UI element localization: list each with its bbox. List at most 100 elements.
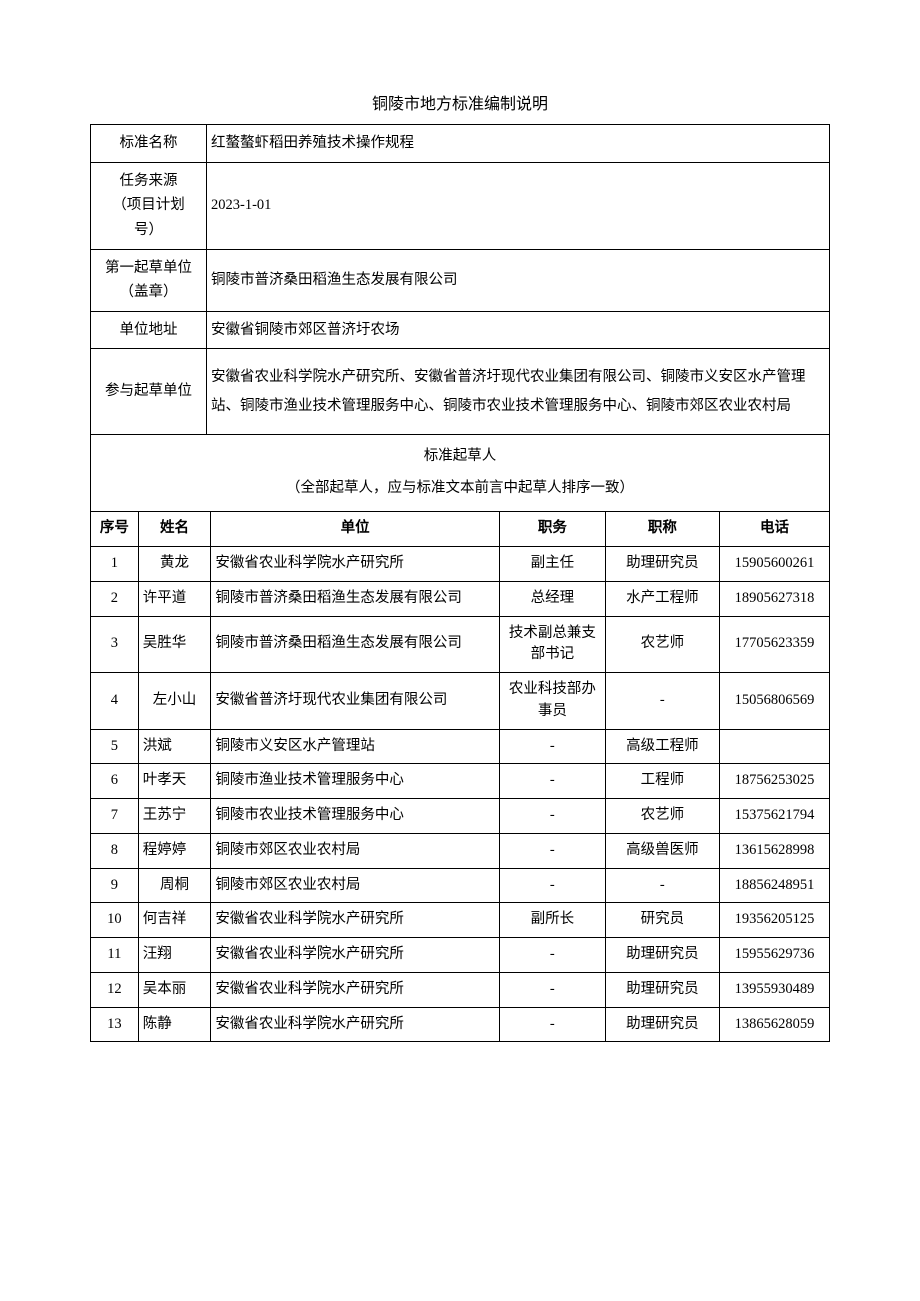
row-co-drafter: 参与起草单位 安徽省农业科学院水产研究所、安徽省普济圩现代农业集团有限公司、铜陵…: [91, 349, 830, 435]
label-first-drafter-l1: 第一起草单位: [95, 256, 202, 281]
cell-title: 农艺师: [605, 616, 719, 673]
row-standard-name: 标准名称 红螯螯虾稻田养殖技术操作规程: [91, 125, 830, 163]
cell-org: 安徽省农业科学院水产研究所: [211, 903, 500, 938]
table-row: 7王苏宁铜陵市农业技术管理服务中心-农艺师15375621794: [91, 799, 830, 834]
cell-title: -: [605, 868, 719, 903]
cell-name: 何吉祥: [138, 903, 211, 938]
cell-seq: 3: [91, 616, 139, 673]
cell-duty: 农业科技部办事员: [499, 673, 605, 730]
cell-duty: -: [499, 729, 605, 764]
cell-org: 安徽省普济圩现代农业集团有限公司: [211, 673, 500, 730]
cell-org: 铜陵市农业技术管理服务中心: [211, 799, 500, 834]
cell-title: 研究员: [605, 903, 719, 938]
label-task-source-l2: （项目计划: [95, 193, 202, 218]
cell-name: 吴本丽: [138, 972, 211, 1007]
label-standard-name: 标准名称: [91, 125, 207, 163]
value-first-drafter: 铜陵市普济桑田稻渔生态发展有限公司: [207, 249, 830, 311]
people-body: 1黄龙安徽省农业科学院水产研究所副主任助理研究员159056002612许平道铜…: [91, 547, 830, 1042]
table-row: 8程婷婷铜陵市郊区农业农村局-高级兽医师13615628998: [91, 833, 830, 868]
table-row: 5洪斌铜陵市义安区水产管理站-高级工程师: [91, 729, 830, 764]
cell-org: 铜陵市郊区农业农村局: [211, 833, 500, 868]
people-header-row: 序号 姓名 单位 职务 职称 电话: [91, 512, 830, 547]
document-title: 铜陵市地方标准编制说明: [90, 90, 830, 114]
value-co-drafter: 安徽省农业科学院水产研究所、安徽省普济圩现代农业集团有限公司、铜陵市义安区水产管…: [207, 349, 830, 435]
cell-duty: -: [499, 764, 605, 799]
cell-duty: -: [499, 938, 605, 973]
table-row: 13陈静安徽省农业科学院水产研究所-助理研究员13865628059: [91, 1007, 830, 1042]
document-page: 铜陵市地方标准编制说明 标准名称 红螯螯虾稻田养殖技术操作规程 任务来源 （项目…: [0, 0, 920, 1301]
cell-duty: -: [499, 799, 605, 834]
table-row: 2许平道铜陵市普济桑田稻渔生态发展有限公司总经理水产工程师18905627318: [91, 581, 830, 616]
cell-phone: 15905600261: [719, 547, 829, 582]
cell-seq: 13: [91, 1007, 139, 1042]
label-first-drafter: 第一起草单位 （盖章）: [91, 249, 207, 311]
table-row: 4左小山安徽省普济圩现代农业集团有限公司农业科技部办事员-15056806569: [91, 673, 830, 730]
drafters-header-cell: 标准起草人 （全部起草人，应与标准文本前言中起草人排序一致）: [91, 435, 830, 512]
value-standard-name: 红螯螯虾稻田养殖技术操作规程: [207, 125, 830, 163]
col-name: 姓名: [138, 512, 211, 547]
cell-seq: 4: [91, 673, 139, 730]
cell-org: 铜陵市渔业技术管理服务中心: [211, 764, 500, 799]
cell-title: 工程师: [605, 764, 719, 799]
cell-name: 陈静: [138, 1007, 211, 1042]
cell-phone: 17705623359: [719, 616, 829, 673]
table-row: 9周桐铜陵市郊区农业农村局--18856248951: [91, 868, 830, 903]
people-table: 序号 姓名 单位 职务 职称 电话 1黄龙安徽省农业科学院水产研究所副主任助理研…: [90, 511, 830, 1042]
cell-title: 助理研究员: [605, 1007, 719, 1042]
cell-seq: 11: [91, 938, 139, 973]
cell-org: 铜陵市郊区农业农村局: [211, 868, 500, 903]
table-row: 6叶孝天铜陵市渔业技术管理服务中心-工程师18756253025: [91, 764, 830, 799]
cell-name: 程婷婷: [138, 833, 211, 868]
value-address: 安徽省铜陵市郊区普济圩农场: [207, 311, 830, 349]
cell-phone: 15056806569: [719, 673, 829, 730]
cell-duty: -: [499, 1007, 605, 1042]
cell-name: 吴胜华: [138, 616, 211, 673]
cell-duty: 副主任: [499, 547, 605, 582]
table-row: 11汪翔安徽省农业科学院水产研究所-助理研究员15955629736: [91, 938, 830, 973]
row-task-source: 任务来源 （项目计划 号） 2023-1-01: [91, 162, 830, 249]
cell-duty: -: [499, 833, 605, 868]
cell-org: 铜陵市普济桑田稻渔生态发展有限公司: [211, 616, 500, 673]
cell-duty: 总经理: [499, 581, 605, 616]
cell-phone: [719, 729, 829, 764]
label-first-drafter-l2: （盖章）: [95, 280, 202, 305]
cell-title: 高级兽医师: [605, 833, 719, 868]
label-address: 单位地址: [91, 311, 207, 349]
cell-seq: 7: [91, 799, 139, 834]
col-org: 单位: [211, 512, 500, 547]
cell-seq: 2: [91, 581, 139, 616]
cell-seq: 12: [91, 972, 139, 1007]
cell-duty: -: [499, 868, 605, 903]
cell-org: 安徽省农业科学院水产研究所: [211, 1007, 500, 1042]
table-row: 10何吉祥安徽省农业科学院水产研究所副所长研究员19356205125: [91, 903, 830, 938]
cell-seq: 6: [91, 764, 139, 799]
col-title: 职称: [605, 512, 719, 547]
cell-title: 助理研究员: [605, 938, 719, 973]
cell-org: 铜陵市普济桑田稻渔生态发展有限公司: [211, 581, 500, 616]
cell-name: 左小山: [138, 673, 211, 730]
cell-name: 王苏宁: [138, 799, 211, 834]
cell-phone: 13615628998: [719, 833, 829, 868]
drafters-title: 标准起草人: [95, 441, 825, 473]
cell-title: -: [605, 673, 719, 730]
row-drafters-header: 标准起草人 （全部起草人，应与标准文本前言中起草人排序一致）: [91, 435, 830, 512]
cell-phone: 13955930489: [719, 972, 829, 1007]
cell-title: 助理研究员: [605, 972, 719, 1007]
table-row: 1黄龙安徽省农业科学院水产研究所副主任助理研究员15905600261: [91, 547, 830, 582]
table-row: 3吴胜华铜陵市普济桑田稻渔生态发展有限公司技术副总兼支部书记农艺师1770562…: [91, 616, 830, 673]
cell-phone: 15375621794: [719, 799, 829, 834]
cell-phone: 18856248951: [719, 868, 829, 903]
cell-org: 安徽省农业科学院水产研究所: [211, 972, 500, 1007]
cell-name: 黄龙: [138, 547, 211, 582]
drafters-subtitle: （全部起草人，应与标准文本前言中起草人排序一致）: [95, 473, 825, 505]
cell-seq: 10: [91, 903, 139, 938]
cell-duty: 副所长: [499, 903, 605, 938]
cell-org: 安徽省农业科学院水产研究所: [211, 547, 500, 582]
cell-phone: 15955629736: [719, 938, 829, 973]
label-co-drafter: 参与起草单位: [91, 349, 207, 435]
col-phone: 电话: [719, 512, 829, 547]
table-row: 12吴本丽安徽省农业科学院水产研究所-助理研究员13955930489: [91, 972, 830, 1007]
cell-org: 安徽省农业科学院水产研究所: [211, 938, 500, 973]
col-seq: 序号: [91, 512, 139, 547]
cell-title: 高级工程师: [605, 729, 719, 764]
